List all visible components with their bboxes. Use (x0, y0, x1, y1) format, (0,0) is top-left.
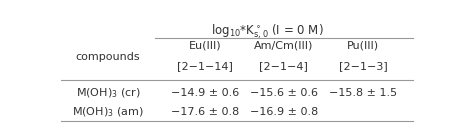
Text: −15.6 ± 0.6: −15.6 ± 0.6 (250, 88, 318, 98)
Text: −16.9 ± 0.8: −16.9 ± 0.8 (250, 107, 318, 117)
Text: −15.8 ± 1.5: −15.8 ± 1.5 (329, 88, 397, 98)
Text: [2−1−3]: [2−1−3] (338, 61, 387, 71)
Text: $\mathrm{log_{10}}$*K$^\circ_{\mathrm{s,0}}$ (I = 0 M): $\mathrm{log_{10}}$*K$^\circ_{\mathrm{s,… (212, 22, 324, 41)
Text: −14.9 ± 0.6: −14.9 ± 0.6 (171, 88, 239, 98)
Text: [2−1−14]: [2−1−14] (177, 61, 233, 71)
Text: Eu(III): Eu(III) (189, 41, 221, 51)
Text: Am/Cm(III): Am/Cm(III) (254, 41, 313, 51)
Text: compounds: compounds (76, 52, 140, 62)
Text: Pu(III): Pu(III) (347, 41, 379, 51)
Text: M(OH)$_3$ (cr): M(OH)$_3$ (cr) (76, 86, 140, 100)
Text: M(OH)$_3$ (am): M(OH)$_3$ (am) (72, 105, 144, 119)
Text: −17.6 ± 0.8: −17.6 ± 0.8 (171, 107, 239, 117)
Text: [2−1−4]: [2−1−4] (259, 61, 308, 71)
